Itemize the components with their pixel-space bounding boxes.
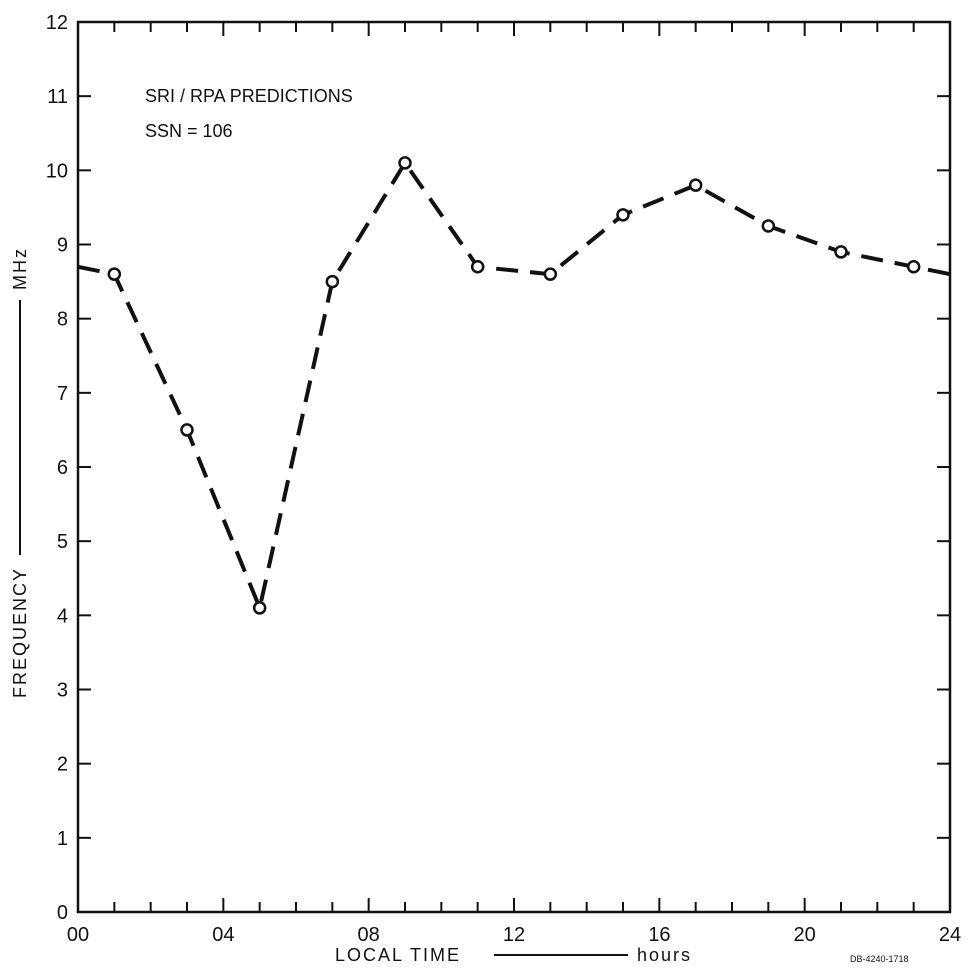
- figure-id: DB-4240-1718: [850, 954, 909, 964]
- data-point: [470, 260, 485, 274]
- series-line: [77, 160, 951, 610]
- data-point: [180, 423, 194, 437]
- svg-text:hours: hours: [637, 945, 692, 965]
- svg-text:FREQUENCY: FREQUENCY: [10, 567, 30, 698]
- data-point: [616, 208, 630, 222]
- annotation-ssn: SSN = 106: [145, 121, 233, 141]
- plot-frame: [76, 20, 952, 914]
- data-point: [325, 274, 340, 289]
- x-tick-label: 20: [794, 924, 816, 946]
- y-tick-label: 12: [46, 12, 68, 34]
- y-tick-label: 5: [57, 531, 68, 553]
- data-point: [107, 267, 122, 281]
- data-point: [543, 267, 558, 281]
- y-tick-label: 7: [57, 383, 68, 405]
- x-tick-label: 08: [358, 924, 380, 946]
- y-tick-label: 2: [57, 754, 68, 776]
- y-tick-label: 10: [46, 160, 68, 182]
- y-tick-label: 1: [57, 828, 68, 850]
- annotation-predictions: SRI / RPA PREDICTIONS: [145, 86, 353, 106]
- x-axis-title: LOCAL TIME hours: [335, 945, 692, 965]
- y-tick-label: 3: [57, 680, 68, 702]
- data-point: [834, 245, 848, 259]
- y-axis-title: FREQUENCY MHz: [10, 247, 30, 698]
- data-point: [688, 178, 703, 192]
- x-tick-label: 16: [648, 924, 670, 946]
- y-tick-label: 8: [57, 309, 68, 331]
- x-tick-label: 24: [939, 924, 961, 946]
- data-point: [761, 219, 776, 233]
- y-tick-label: 9: [57, 235, 68, 257]
- y-tick-label: 6: [57, 457, 68, 479]
- series-group: [77, 156, 951, 615]
- y-tick-label: 4: [57, 605, 68, 627]
- data-point: [398, 156, 412, 170]
- svg-text:LOCAL TIME: LOCAL TIME: [335, 945, 461, 965]
- data-point: [906, 260, 921, 274]
- svg-text:MHz: MHz: [10, 247, 30, 290]
- y-tick-label: 11: [47, 86, 68, 108]
- x-tick-label: 00: [67, 924, 89, 946]
- x-tick-label: 04: [212, 924, 234, 946]
- data-point: [252, 601, 267, 615]
- tick-marks: [78, 22, 950, 912]
- x-tick-label: 12: [503, 924, 525, 946]
- y-tick-label: 0: [57, 902, 68, 924]
